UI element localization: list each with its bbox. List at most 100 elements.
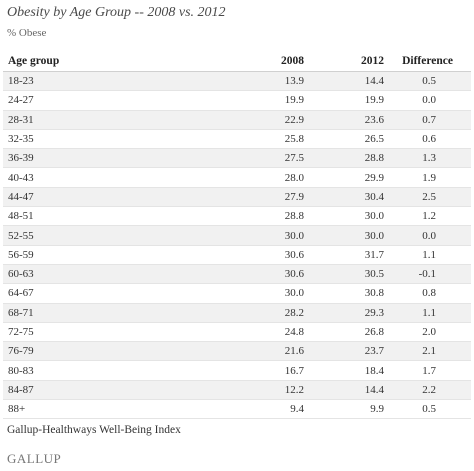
column-header-2008: 2008 (214, 50, 304, 72)
cell-2012: 30.0 (304, 225, 384, 246)
cell-difference: 1.7 (384, 360, 471, 381)
cell-age-group: 36-39 (3, 148, 214, 169)
cell-age-group: 72-75 (3, 322, 214, 343)
cell-2012: 28.8 (304, 148, 384, 169)
table-row: 76-79 21.6 23.7 2.1 (3, 341, 471, 362)
cell-2012: 18.4 (304, 360, 384, 381)
cell-2008: 30.0 (214, 283, 304, 304)
cell-age-group: 68-71 (3, 303, 214, 323)
table-row: 56-59 30.6 31.7 1.1 (3, 245, 471, 265)
cell-2008: 30.6 (214, 264, 304, 285)
cell-2008: 28.8 (214, 206, 304, 227)
cell-2012: 30.5 (304, 264, 384, 285)
cell-2008: 30.6 (214, 245, 304, 265)
cell-difference: 1.1 (384, 245, 471, 265)
cell-difference: 0.8 (384, 283, 471, 304)
table-body: 18-23 13.9 14.4 0.5 24-27 19.9 19.9 0.0 28-31 22.… (3, 71, 471, 420)
table-row: 88+ 9.4 9.9 0.5 (3, 399, 471, 420)
cell-age-group: 24-27 (3, 90, 214, 111)
cell-2012: 29.3 (304, 303, 384, 323)
cell-age-group: 80-83 (3, 360, 214, 381)
table-row: 52-55 30.0 30.0 0.0 (3, 225, 471, 246)
column-header-difference: Difference (384, 50, 471, 72)
cell-2008: 27.5 (214, 148, 304, 169)
cell-2008: 28.2 (214, 303, 304, 323)
page-subtitle: % Obese (7, 27, 47, 39)
cell-difference: 2.1 (384, 341, 471, 362)
cell-2008: 30.0 (214, 225, 304, 246)
cell-age-group: 40-43 (3, 167, 214, 188)
cell-2008: 12.2 (214, 380, 304, 401)
cell-age-group: 18-23 (3, 71, 214, 92)
cell-2008: 21.6 (214, 341, 304, 362)
cell-difference: -0.1 (384, 264, 471, 285)
cell-age-group: 60-63 (3, 264, 214, 285)
cell-difference: 0.0 (384, 225, 471, 246)
cell-age-group: 28-31 (3, 110, 214, 130)
cell-2008: 13.9 (214, 71, 304, 92)
cell-age-group: 52-55 (3, 225, 214, 246)
cell-age-group: 64-67 (3, 283, 214, 304)
table-row: 36-39 27.5 28.8 1.3 (3, 148, 471, 169)
cell-age-group: 76-79 (3, 341, 214, 362)
cell-2012: 14.4 (304, 71, 384, 92)
cell-age-group: 84-87 (3, 380, 214, 401)
cell-2008: 24.8 (214, 322, 304, 343)
table-header-row: Age group 2008 2012 Difference (3, 50, 471, 72)
cell-difference: 0.7 (384, 110, 471, 130)
cell-2008: 22.9 (214, 110, 304, 130)
cell-difference: 2.2 (384, 380, 471, 401)
cell-difference: 2.0 (384, 322, 471, 343)
cell-2012: 23.7 (304, 341, 384, 362)
cell-2008: 25.8 (214, 129, 304, 150)
page-title: Obesity by Age Group -- 2008 vs. 2012 (7, 5, 226, 20)
table-row: 32-35 25.8 26.5 0.6 (3, 129, 471, 150)
table-row: 18-23 13.9 14.4 0.5 (3, 71, 471, 92)
cell-2012: 30.0 (304, 206, 384, 227)
cell-difference: 1.9 (384, 167, 471, 188)
table-row: 64-67 30.0 30.8 0.8 (3, 283, 471, 304)
cell-2008: 19.9 (214, 90, 304, 111)
cell-difference: 0.5 (384, 399, 471, 420)
cell-2012: 26.8 (304, 322, 384, 343)
table-row: 72-75 24.8 26.8 2.0 (3, 322, 471, 343)
table-row: 44-47 27.9 30.4 2.5 (3, 187, 471, 208)
cell-difference: 2.5 (384, 187, 471, 208)
cell-age-group: 44-47 (3, 187, 214, 208)
cell-difference: 0.0 (384, 90, 471, 111)
cell-difference: 1.3 (384, 148, 471, 169)
cell-2008: 16.7 (214, 360, 304, 381)
cell-2012: 23.6 (304, 110, 384, 130)
cell-2008: 28.0 (214, 167, 304, 188)
cell-difference: 0.6 (384, 129, 471, 150)
cell-2008: 27.9 (214, 187, 304, 208)
table-row: 40-43 28.0 29.9 1.9 (3, 167, 471, 188)
obesity-table: Age group 2008 2012 Difference 18-23 13.9… (3, 50, 471, 420)
cell-age-group: 88+ (3, 399, 214, 420)
table-row: 28-31 22.9 23.6 0.7 (3, 110, 471, 130)
gallup-logo: GALLUP (7, 451, 62, 466)
cell-age-group: 48-51 (3, 206, 214, 227)
cell-difference: 1.1 (384, 303, 471, 323)
source-note: Gallup-Healthways Well-Being Index (7, 424, 181, 436)
column-header-2012: 2012 (304, 50, 384, 72)
cell-2012: 26.5 (304, 129, 384, 150)
table-row: 80-83 16.7 18.4 1.7 (3, 360, 471, 381)
table-row: 60-63 30.6 30.5 -0.1 (3, 264, 471, 285)
cell-2012: 31.7 (304, 245, 384, 265)
cell-age-group: 56-59 (3, 245, 214, 265)
cell-difference: 1.2 (384, 206, 471, 227)
cell-2012: 30.4 (304, 187, 384, 208)
cell-difference: 0.5 (384, 71, 471, 92)
table-row: 48-51 28.8 30.0 1.2 (3, 206, 471, 227)
cell-2012: 14.4 (304, 380, 384, 401)
cell-2012: 30.8 (304, 283, 384, 304)
cell-2012: 29.9 (304, 167, 384, 188)
cell-2012: 19.9 (304, 90, 384, 111)
table-row: 68-71 28.2 29.3 1.1 (3, 303, 471, 323)
table-row: 24-27 19.9 19.9 0.0 (3, 90, 471, 111)
column-header-age-group: Age group (3, 50, 214, 72)
cell-2008: 9.4 (214, 399, 304, 420)
cell-age-group: 32-35 (3, 129, 214, 150)
cell-2012: 9.9 (304, 399, 384, 420)
